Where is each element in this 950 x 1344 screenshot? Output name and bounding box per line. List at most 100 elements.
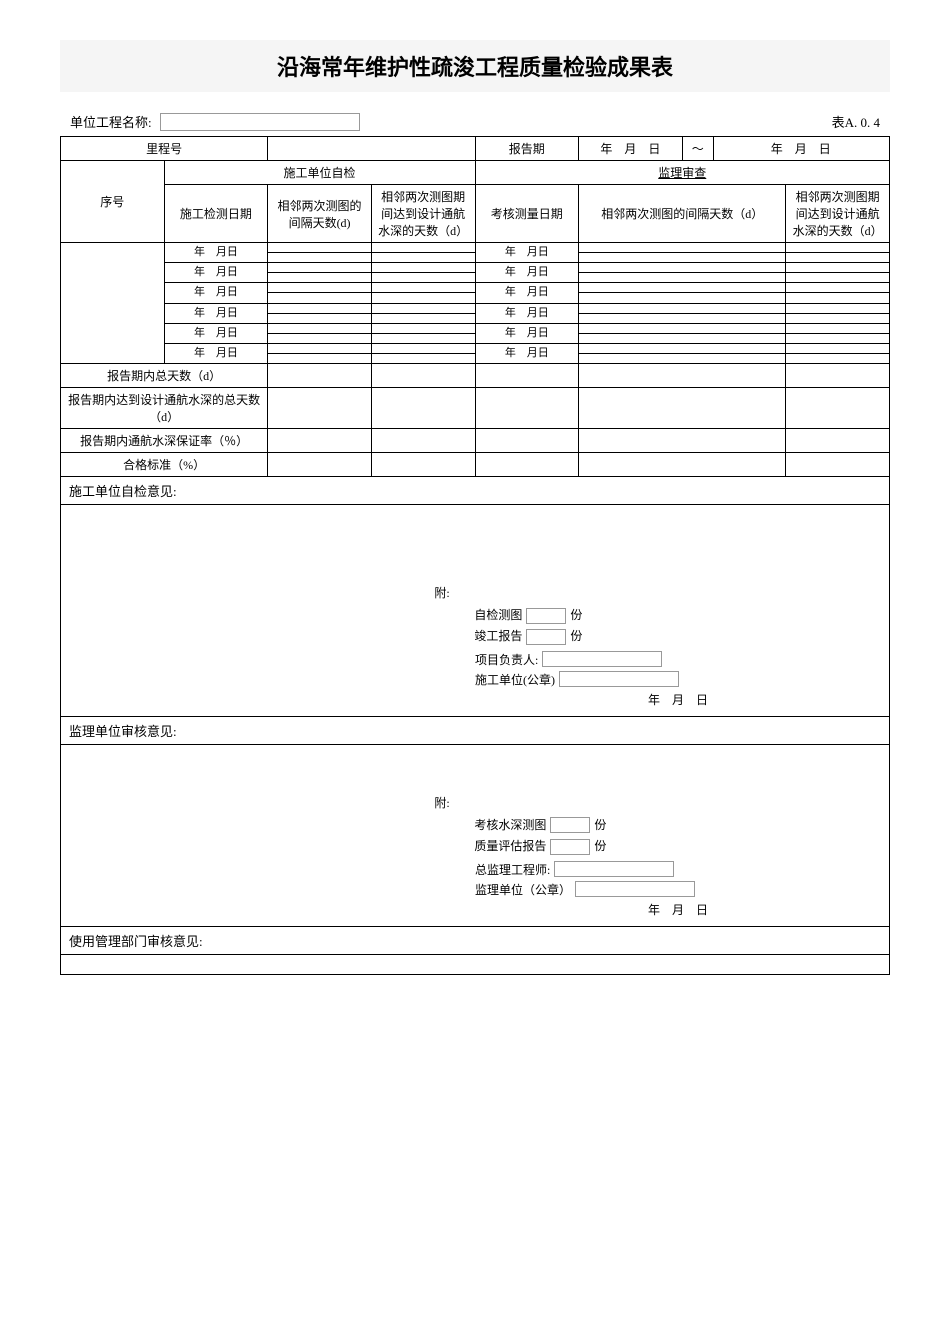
data-cell[interactable]: [371, 313, 475, 323]
data-cell[interactable]: [268, 333, 372, 343]
data-cell[interactable]: [268, 293, 372, 303]
data-cell[interactable]: [579, 293, 786, 303]
data-cell[interactable]: [786, 343, 890, 353]
data-cell[interactable]: [786, 243, 890, 253]
data-cell[interactable]: [579, 283, 786, 293]
supervisor-opinion-box[interactable]: 附: 考核水深测图 份 质量评估报告 份 总监理工程师: 监理单位（公章）: [61, 744, 890, 926]
data-cell[interactable]: [268, 364, 372, 388]
quality-report-count[interactable]: [550, 839, 590, 855]
data-cell[interactable]: [268, 429, 372, 453]
data-cell[interactable]: [371, 388, 475, 429]
data-cell[interactable]: [475, 388, 579, 429]
data-cell[interactable]: [371, 283, 475, 293]
data-cell[interactable]: [579, 364, 786, 388]
data-cell[interactable]: [579, 388, 786, 429]
date-from[interactable]: 年 月 日: [579, 137, 683, 161]
date-cell[interactable]: 年 月日: [475, 343, 579, 363]
seq-cell[interactable]: [61, 243, 165, 364]
mgmt-opinion-box[interactable]: [61, 954, 890, 974]
date-cell[interactable]: 年 月日: [164, 323, 268, 343]
depth-chart-count[interactable]: [550, 817, 590, 833]
data-cell[interactable]: [786, 273, 890, 283]
self-chart-count[interactable]: [526, 608, 566, 624]
data-cell[interactable]: [579, 343, 786, 353]
date-cell[interactable]: 年 月日: [164, 283, 268, 303]
data-cell[interactable]: [579, 313, 786, 323]
date-cell[interactable]: 年 月日: [475, 263, 579, 283]
data-cell[interactable]: [786, 364, 890, 388]
date-cell[interactable]: 年 月日: [475, 283, 579, 303]
data-cell[interactable]: [371, 303, 475, 313]
date-cell[interactable]: 年 月日: [164, 303, 268, 323]
construct-seal-sig[interactable]: [559, 671, 679, 687]
data-cell[interactable]: [371, 323, 475, 333]
data-cell[interactable]: [475, 364, 579, 388]
date-cell[interactable]: 年 月日: [164, 263, 268, 283]
data-cell[interactable]: [579, 263, 786, 273]
data-cell[interactable]: [371, 263, 475, 273]
data-cell[interactable]: [579, 429, 786, 453]
data-cell[interactable]: [786, 313, 890, 323]
data-cell[interactable]: [579, 273, 786, 283]
supervisor-seal-sig[interactable]: [575, 881, 695, 897]
data-cell[interactable]: [786, 323, 890, 333]
data-cell[interactable]: [579, 243, 786, 253]
data-cell[interactable]: [371, 453, 475, 477]
data-cell[interactable]: [579, 303, 786, 313]
k-interval-header: 相邻两次测图的间隔天数（d）: [579, 185, 786, 243]
data-cell[interactable]: [579, 253, 786, 263]
data-cell[interactable]: [475, 453, 579, 477]
data-cell[interactable]: [786, 388, 890, 429]
date-cell[interactable]: 年 月日: [164, 343, 268, 363]
date-cell[interactable]: 年 月日: [475, 303, 579, 323]
data-cell[interactable]: [268, 253, 372, 263]
project-name-input[interactable]: [160, 113, 360, 131]
data-cell[interactable]: [371, 429, 475, 453]
data-cell[interactable]: [579, 333, 786, 343]
data-cell[interactable]: [268, 343, 372, 353]
data-cell[interactable]: [268, 323, 372, 333]
data-cell[interactable]: [579, 354, 786, 364]
data-cell[interactable]: [786, 429, 890, 453]
data-cell[interactable]: [786, 453, 890, 477]
data-cell[interactable]: [268, 453, 372, 477]
data-cell[interactable]: [786, 293, 890, 303]
date-cell[interactable]: 年 月日: [475, 243, 579, 263]
design-days-label: 报告期内达到设计通航水深的总天数（d）: [61, 388, 268, 429]
data-cell[interactable]: [579, 323, 786, 333]
data-cell[interactable]: [268, 263, 372, 273]
data-cell[interactable]: [268, 243, 372, 253]
data-cell[interactable]: [786, 354, 890, 364]
data-cell[interactable]: [268, 303, 372, 313]
data-cell[interactable]: [268, 273, 372, 283]
completion-count[interactable]: [526, 629, 566, 645]
data-cell[interactable]: [786, 253, 890, 263]
mileage-value[interactable]: [268, 137, 475, 161]
supervisor-date[interactable]: 年 月 日: [475, 901, 881, 918]
data-cell[interactable]: [786, 263, 890, 273]
data-cell[interactable]: [475, 429, 579, 453]
data-cell[interactable]: [371, 333, 475, 343]
self-date[interactable]: 年 月 日: [475, 691, 881, 708]
date-cell[interactable]: 年 月日: [164, 243, 268, 263]
data-cell[interactable]: [371, 354, 475, 364]
data-cell[interactable]: [371, 273, 475, 283]
date-cell[interactable]: 年 月日: [475, 323, 579, 343]
date-to[interactable]: 年 月 日: [771, 142, 831, 156]
data-cell[interactable]: [371, 364, 475, 388]
data-cell[interactable]: [786, 333, 890, 343]
data-cell[interactable]: [786, 283, 890, 293]
project-leader-sig[interactable]: [542, 651, 662, 667]
data-cell[interactable]: [371, 293, 475, 303]
data-cell[interactable]: [579, 453, 786, 477]
data-cell[interactable]: [268, 354, 372, 364]
self-opinion-box[interactable]: 附: 自检测图 份 竣工报告 份 项目负责人: 施工单位(公章): [61, 505, 890, 717]
data-cell[interactable]: [268, 313, 372, 323]
chief-engineer-sig[interactable]: [554, 861, 674, 877]
data-cell[interactable]: [786, 303, 890, 313]
data-cell[interactable]: [371, 343, 475, 353]
data-cell[interactable]: [371, 253, 475, 263]
data-cell[interactable]: [371, 243, 475, 253]
data-cell[interactable]: [268, 283, 372, 293]
data-cell[interactable]: [268, 388, 372, 429]
